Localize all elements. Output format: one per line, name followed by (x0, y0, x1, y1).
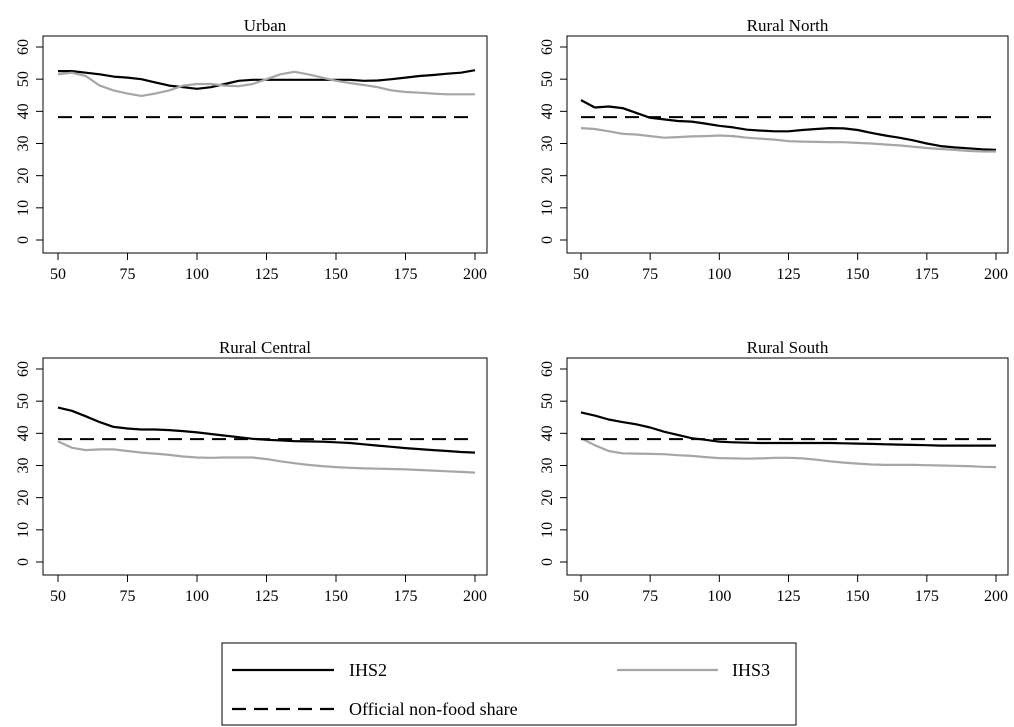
y-tick-label: 20 (539, 168, 556, 184)
y-tick-label: 20 (539, 490, 556, 506)
y-tick-label: 0 (15, 558, 32, 566)
x-tick-label: 75 (120, 266, 136, 283)
x-tick-label: 175 (915, 588, 939, 605)
y-tick-label: 50 (539, 393, 556, 409)
x-tick-label: 200 (463, 266, 487, 283)
panel-urban: Urban 50 75 100 125 150 175 200 0 10 20 30 40 50 60 (15, 16, 488, 283)
y-tick-label: 0 (539, 558, 556, 566)
panel-rural-central: Rural Central 50 75 100 125 150 175 200 0 10 20 30 4… (15, 338, 488, 605)
legend-label-official-non-food-share: Official non-food share (349, 699, 518, 719)
x-tick-label: 200 (984, 266, 1008, 283)
x-tick-label: 75 (642, 266, 658, 283)
y-tick-label: 0 (15, 236, 32, 244)
series-line-ihs3 (57, 440, 476, 474)
panel-title: Rural Central (219, 338, 311, 357)
y-tick-label: 20 (15, 490, 32, 506)
x-tick-label: 125 (777, 588, 801, 605)
y-tick-label: 30 (539, 458, 556, 474)
legend-label-ihs2: IHS2 (349, 660, 387, 680)
x-tick-label: 75 (120, 588, 136, 605)
series-line-ihs3 (580, 127, 996, 153)
x-tick-label: 175 (394, 588, 418, 605)
x-tick-label: 100 (185, 266, 209, 283)
plot-frame (42, 357, 488, 576)
x-tick-label: 100 (185, 588, 209, 605)
panel-title: Rural South (747, 338, 829, 357)
x-tick-label: 100 (707, 266, 731, 283)
x-tick-label: 125 (777, 266, 801, 283)
x-tick-label: 200 (984, 588, 1008, 605)
x-tick-label: 75 (642, 588, 658, 605)
y-tick-label: 40 (15, 103, 32, 119)
y-tick-label: 30 (15, 136, 32, 152)
y-tick-label: 20 (15, 168, 32, 184)
panel-title: Urban (244, 16, 287, 35)
panel-title: Rural North (747, 16, 829, 35)
y-tick-label: 10 (15, 522, 32, 538)
series-line-ihs3 (57, 70, 475, 98)
y-tick-label: 40 (539, 103, 556, 119)
y-tick-label: 60 (539, 361, 556, 377)
x-tick-label: 175 (394, 266, 418, 283)
y-tick-label: 10 (15, 200, 32, 216)
x-tick-label: 50 (50, 266, 66, 283)
y-tick-label: 60 (15, 361, 32, 377)
x-tick-label: 150 (324, 588, 348, 605)
series-line-ihs2 (57, 406, 476, 454)
y-tick-label: 10 (539, 200, 556, 216)
y-tick-label: 40 (539, 425, 556, 441)
plot-frame (566, 35, 1009, 254)
plot-frame (566, 357, 1009, 576)
x-tick-label: 125 (255, 588, 279, 605)
x-tick-label: 50 (573, 266, 589, 283)
panel-rural-north: Rural North 50 75 100 125 150 175 200 0 10 20 30 40 5… (539, 16, 1009, 283)
x-tick-label: 150 (846, 266, 870, 283)
y-tick-label: 40 (15, 425, 32, 441)
x-tick-label: 175 (915, 266, 939, 283)
x-tick-label: 150 (846, 588, 870, 605)
legend-label-ihs3: IHS3 (732, 660, 770, 680)
series-line-ihs2 (580, 99, 997, 151)
y-tick-label: 50 (539, 71, 556, 87)
y-tick-label: 50 (15, 71, 32, 87)
y-tick-label: 50 (15, 393, 32, 409)
y-tick-label: 30 (539, 136, 556, 152)
x-tick-label: 150 (324, 266, 348, 283)
x-tick-label: 125 (255, 266, 279, 283)
legend-box (221, 642, 797, 726)
y-tick-label: 60 (539, 39, 556, 55)
legend: IHS2 IHS3 Official non-food share (221, 642, 797, 726)
y-tick-label: 10 (539, 522, 556, 538)
x-tick-label: 100 (707, 588, 731, 605)
panel-rural-south: Rural South 50 75 100 125 150 175 200 0 10 20 30 40 5… (539, 338, 1009, 605)
y-tick-label: 60 (15, 39, 32, 55)
series-line-ihs2 (580, 411, 996, 447)
x-tick-label: 50 (573, 588, 589, 605)
plot-frame (42, 35, 488, 254)
x-tick-label: 200 (463, 588, 487, 605)
series-line-ihs3 (580, 437, 997, 469)
y-tick-label: 30 (15, 458, 32, 474)
y-tick-label: 0 (539, 236, 556, 244)
x-tick-label: 50 (50, 588, 66, 605)
